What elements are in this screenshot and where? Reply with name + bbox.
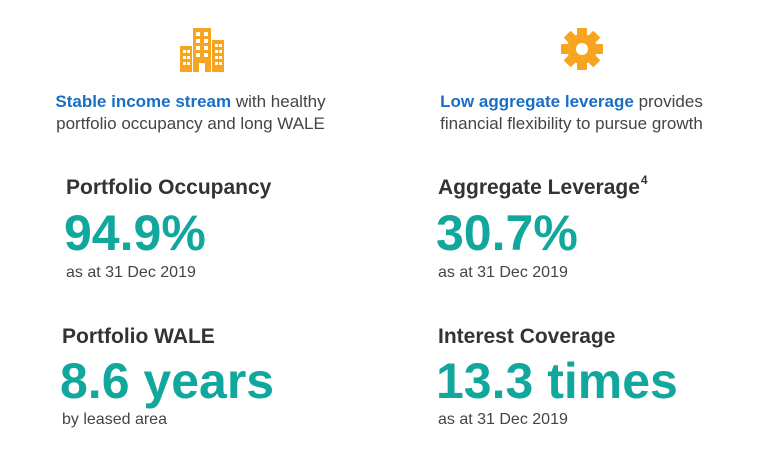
interest-coverage-value: 13.3 times xyxy=(436,353,678,409)
occupancy-note: as at 31 Dec 2019 xyxy=(66,264,196,281)
leverage-title-text: Aggregate Leverage xyxy=(438,176,640,199)
interest-coverage-note: as at 31 Dec 2019 xyxy=(438,411,568,428)
income-intro-line2: portfolio occupancy and long WALE xyxy=(56,114,325,133)
leverage-intro-line2: financial flexibility to pursue growth xyxy=(440,114,703,133)
buildings-icon xyxy=(178,26,226,74)
leverage-intro-text: Low aggregate leverage provides financia… xyxy=(381,91,762,135)
occupancy-value: 94.9% xyxy=(64,205,206,261)
income-intro-rest: with healthy xyxy=(231,92,326,111)
leverage-note: as at 31 Dec 2019 xyxy=(438,264,568,281)
gear-icon xyxy=(559,26,605,72)
leverage-intro-rest: provides xyxy=(633,92,703,111)
wale-value: 8.6 years xyxy=(60,353,275,409)
leverage-title: Aggregate Leverage4 xyxy=(438,173,648,200)
leverage-value: 30.7% xyxy=(436,205,578,261)
wale-title: Portfolio WALE xyxy=(62,325,215,348)
footnote-marker: 4 xyxy=(640,173,648,187)
leverage-intro-highlight: Low aggregate leverage xyxy=(440,92,634,111)
wale-note: by leased area xyxy=(62,411,167,428)
income-intro-text: Stable income stream with healthy portfo… xyxy=(0,91,381,135)
occupancy-title: Portfolio Occupancy xyxy=(66,176,272,199)
income-intro-highlight: Stable income stream xyxy=(55,92,232,111)
interest-coverage-title: Interest Coverage xyxy=(438,325,616,348)
